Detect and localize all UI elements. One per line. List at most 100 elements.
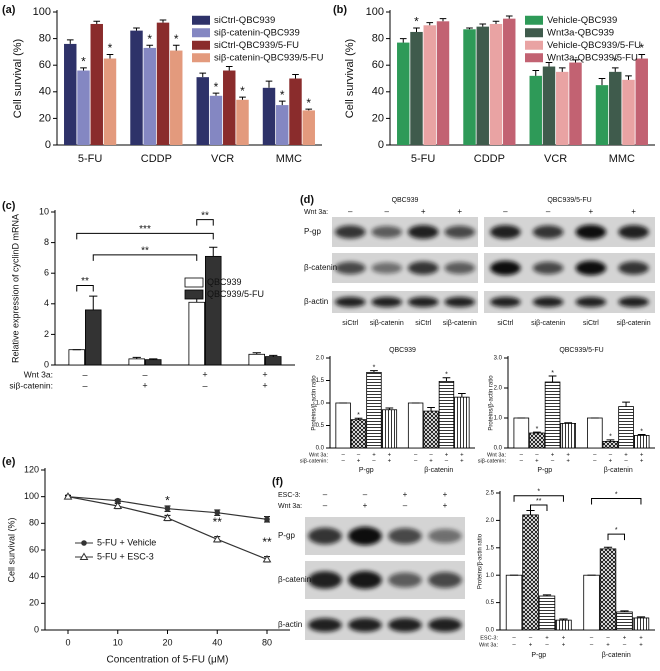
error-bar [611,67,619,72]
bar [503,18,516,145]
condition-label: ESC-3: [278,492,301,499]
condition-value: – [590,636,594,642]
condition-value: – [593,453,597,459]
condition-value: – [341,459,345,465]
y-tick-label: 60 [39,59,51,71]
bar [289,78,302,145]
x-tick-label: MMC [609,153,635,165]
x-tick-label: β-catenin [604,467,633,474]
y-tick-label: 20 [39,112,51,124]
blot-band [334,296,366,308]
blot-strip [332,291,478,313]
error-bar [637,434,646,436]
x-tick-label: VCR [544,153,567,165]
blot-row-label: P-gp [278,531,295,540]
point [264,516,270,523]
y-tick-label: 60 [372,59,384,71]
bracket [76,284,94,292]
point [63,492,73,500]
significance: * [639,41,644,55]
significance: * [551,370,554,377]
chart-title: QBC939/5-FU [559,347,603,354]
error-bar [172,44,180,51]
condition-value: – [429,453,433,459]
condition-value: + [457,207,462,216]
condition-value: + [445,453,449,459]
lane-label: siCtrl [497,320,513,327]
condition-value: + [357,459,361,465]
significance: * [214,80,219,94]
bracket [196,219,214,226]
condition-value: + [609,459,613,465]
error-bar [149,358,158,360]
bar [569,62,582,145]
bar [542,66,556,145]
blot-band [618,225,649,239]
error-bar [603,546,613,549]
bar [397,42,410,146]
bar [618,406,634,449]
bar [366,371,382,449]
y-tick-label: 80 [39,33,51,45]
error-bar [426,22,434,26]
y-axis-label: Relative expression of cyclinD mRNA [10,214,20,363]
legend-swatch [192,53,210,63]
x-tick-label: 40 [212,637,222,647]
point [262,554,272,563]
blot-band [334,261,366,275]
bar [156,22,170,145]
error-bar [466,27,473,30]
condition-label: Wnt 3a: [487,452,506,458]
legend-label: siCtrl-QBC939 [214,15,275,26]
condition-value: + [202,369,207,379]
bar [635,58,648,145]
error-bar [533,431,541,433]
y-tick-label: 60 [29,544,39,554]
blot-band [490,260,521,276]
bracket [607,533,625,541]
x-tick-label: 80 [262,637,272,647]
blot-band [371,262,403,274]
y-tick-label: 0 [44,359,49,369]
bar [77,70,90,145]
bar [143,47,156,145]
error-bar [354,417,363,420]
y-tick-label: 1.5 [316,378,325,384]
bar [204,255,222,366]
y-tick-label: 3.0 [494,356,503,362]
bar [513,417,530,449]
condition-value: + [562,636,566,642]
error-bar [93,20,101,24]
y-tick-label: 100 [33,6,51,18]
condition-value: – [535,453,539,459]
condition-value: + [262,380,267,390]
blot-band [444,225,476,239]
error-bar [199,72,207,78]
significance: * [613,55,618,69]
point [164,505,171,512]
bar [633,434,650,449]
condition-value: + [640,459,644,465]
error-bar [80,67,87,71]
y-tick-label: 20 [29,598,39,608]
condition-value: + [460,459,464,465]
bar [68,349,86,366]
significance: * [280,88,285,102]
condition-label: Wnt 3a: [309,452,328,458]
condition-value: + [363,501,368,510]
condition-value: + [142,380,147,390]
error-bar [598,78,606,86]
y-tick-label: 1.0 [486,573,495,579]
x-tick-label: 5-FU [78,153,103,165]
blot-band [618,261,649,275]
condition-value: + [421,207,426,216]
blot-band [575,260,607,276]
blot-band [575,296,607,308]
error-bar [305,108,313,111]
x-tick-label: CDDP [141,153,172,165]
bar [463,29,476,145]
error-bar [399,38,407,43]
legend-label: 5-FU + Vehicle [97,537,156,547]
legend-label: Vehicle-QBC939 [547,15,617,26]
